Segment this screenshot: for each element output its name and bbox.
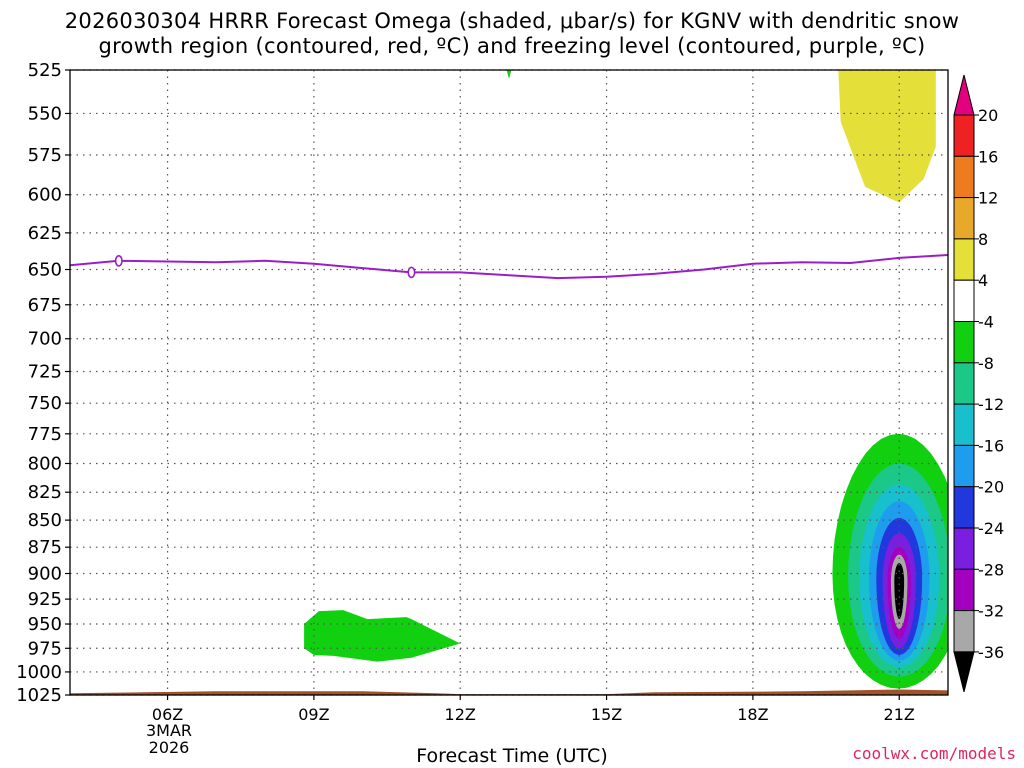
y-tick-label: 575 <box>28 145 62 166</box>
colorbar-swatch <box>953 486 975 529</box>
y-tick-label: 875 <box>28 537 62 558</box>
colorbar-label: -8 <box>978 354 994 373</box>
freezing-level-line <box>70 254 948 280</box>
freezing-level-label-zero <box>407 266 416 279</box>
colorbar-arrow-bottom <box>953 651 975 693</box>
chart-title-line2: growth region (contoured, red, ºC) and f… <box>98 34 926 58</box>
colorbar-label: -12 <box>978 395 1004 414</box>
y-tick-label: 650 <box>28 260 62 281</box>
y-tick-label: 775 <box>28 424 62 445</box>
y-tick-label: 950 <box>28 614 62 635</box>
credit-link[interactable]: coolwx.com/models <box>852 744 1016 763</box>
colorbar-label: -32 <box>978 602 1004 621</box>
y-tick-label: 750 <box>28 393 62 414</box>
colorbar: 20 16 12 8 4 -4 -8 -12 -16 -20 -24 -28 -32 -36 <box>953 74 1004 693</box>
colorbar-label: -20 <box>978 478 1004 497</box>
y-tick-label: 675 <box>28 295 62 316</box>
omega-green-lower-left <box>304 610 461 662</box>
colorbar-label: 20 <box>978 106 998 125</box>
y-axis: 525 550 575 600 625 650 675 700 725 750 775 800 825 8… <box>16 60 70 706</box>
y-tick-label: 900 <box>28 564 62 585</box>
x-tick-label: 06Z <box>152 705 183 724</box>
y-tick-label: 1000 <box>16 662 62 683</box>
colorbar-swatch <box>953 238 975 281</box>
freezing-level-label-zero <box>114 255 123 267</box>
y-tick-label: 550 <box>28 103 62 124</box>
y-tick-label: 600 <box>28 185 62 206</box>
colorbar-swatch <box>953 527 975 570</box>
y-tick-label: 1025 <box>16 685 62 706</box>
colorbar-swatch <box>953 197 975 240</box>
colorbar-swatch <box>953 114 975 157</box>
omega-green-small-top <box>506 70 512 79</box>
date-label-day: 3MAR <box>145 721 193 740</box>
colorbar-label: -16 <box>978 436 1004 455</box>
colorbar-label: 16 <box>978 147 998 166</box>
colorbar-swatch <box>953 155 975 199</box>
x-tick-label: 15Z <box>591 705 622 724</box>
colorbar-swatch <box>953 403 975 446</box>
colorbar-label: -36 <box>978 643 1004 662</box>
x-tick-label: 09Z <box>298 705 329 724</box>
omega-yellow-upper-right <box>838 70 936 203</box>
freezing-level-layer <box>70 254 948 280</box>
colorbar-swatch <box>953 362 975 405</box>
x-tick-label: 12Z <box>445 705 476 724</box>
y-tick-label: 850 <box>28 510 62 531</box>
y-tick-label: 800 <box>28 453 62 474</box>
plot-frame <box>69 69 949 696</box>
chart-title-line1: 2026030304 HRRR Forecast Omega (shaded, … <box>64 9 960 33</box>
date-label-year: 2026 <box>148 738 190 757</box>
y-tick-label: 625 <box>28 223 62 244</box>
y-tick-label: 925 <box>28 589 62 610</box>
x-tick-label: 18Z <box>737 705 768 724</box>
y-tick-label: 725 <box>28 362 62 383</box>
x-tick-label: 21Z <box>884 705 915 724</box>
colorbar-swatch <box>953 444 975 488</box>
x-axis: 06Z 09Z 12Z 15Z 18Z 21Z <box>152 695 915 724</box>
colorbar-swatch <box>953 610 975 653</box>
colorbar-label: 8 <box>978 230 988 249</box>
ground-terrain <box>70 689 948 695</box>
y-tick-label: 700 <box>28 329 62 350</box>
date-label: 3MAR 2026 <box>142 722 196 756</box>
colorbar-label: 4 <box>978 271 988 290</box>
colorbar-arrow-top <box>953 74 975 116</box>
grid-layer <box>70 69 948 696</box>
colorbar-label: -24 <box>978 519 1004 538</box>
omega-shading-layer <box>70 70 948 695</box>
colorbar-swatch <box>953 279 975 323</box>
colorbar-swatch <box>953 321 975 364</box>
y-tick-label: 525 <box>28 60 62 81</box>
x-axis-title: Forecast Time (UTC) <box>416 745 608 767</box>
colorbar-swatch <box>953 568 975 612</box>
colorbar-label: -4 <box>978 313 994 332</box>
colorbar-label: -28 <box>978 560 1004 579</box>
colorbar-label: 12 <box>978 189 998 208</box>
y-tick-label: 975 <box>28 638 62 659</box>
y-tick-label: 825 <box>28 482 62 503</box>
